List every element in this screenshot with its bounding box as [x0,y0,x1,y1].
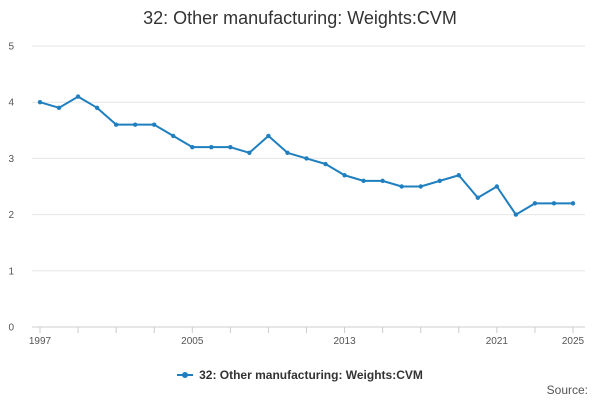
series-line [39,95,573,216]
data-point[interactable] [285,150,290,155]
x-axis: 1997 2005 2013 2021 2025 [29,326,585,347]
data-point[interactable] [513,212,519,217]
y-tick-label: 2 [8,210,14,221]
data-point[interactable] [132,122,138,127]
chart-title: 32: Other manufacturing: Weights:CVM [143,8,457,28]
y-tick-label: 1 [8,266,14,277]
data-point[interactable] [113,122,119,127]
legend-swatch-icon [177,372,194,378]
y-tick-label: 4 [8,98,14,109]
data-point[interactable] [56,105,62,111]
data-point[interactable] [399,184,404,189]
x-tick-label: 2013 [333,336,356,347]
y-tick-label: 5 [8,42,14,53]
data-point[interactable] [304,156,309,161]
data-point[interactable] [361,178,366,184]
data-point[interactable] [171,133,176,139]
data-point[interactable] [418,184,423,189]
data-point[interactable] [75,94,81,99]
y-tick-label: 0 [8,323,14,334]
data-point[interactable] [475,195,481,200]
data-point[interactable] [380,178,385,184]
data-point[interactable] [323,161,328,167]
legend: 32: Other manufacturing: Weights:CVM [0,365,600,382]
legend-item[interactable]: 32: Other manufacturing: Weights:CVM [177,368,423,382]
source-label: Source: [546,383,588,397]
data-point[interactable] [37,100,43,105]
data-point[interactable] [437,178,442,184]
x-tick-label: 2025 [562,336,585,347]
data-point[interactable] [551,201,557,206]
x-tick-label: 2005 [181,336,204,347]
data-point[interactable] [266,133,271,139]
y-tick-label: 3 [8,154,14,165]
data-point[interactable] [494,184,500,189]
data-point[interactable] [456,173,461,178]
series-line-group [37,94,576,217]
data-point[interactable] [209,144,214,150]
x-tick-label: 2021 [486,336,509,347]
y-axis-tick-labels: 0 1 2 3 4 5 [8,42,14,334]
data-point[interactable] [152,122,157,127]
data-point[interactable] [342,173,347,178]
data-point[interactable] [247,150,252,155]
data-point[interactable] [228,144,233,150]
data-point[interactable] [94,105,100,111]
data-point[interactable] [190,144,195,150]
x-tick-label: 1997 [29,336,52,347]
legend-label: 32: Other manufacturing: Weights:CVM [199,368,423,382]
data-point[interactable] [570,201,576,206]
data-point[interactable] [532,201,538,206]
